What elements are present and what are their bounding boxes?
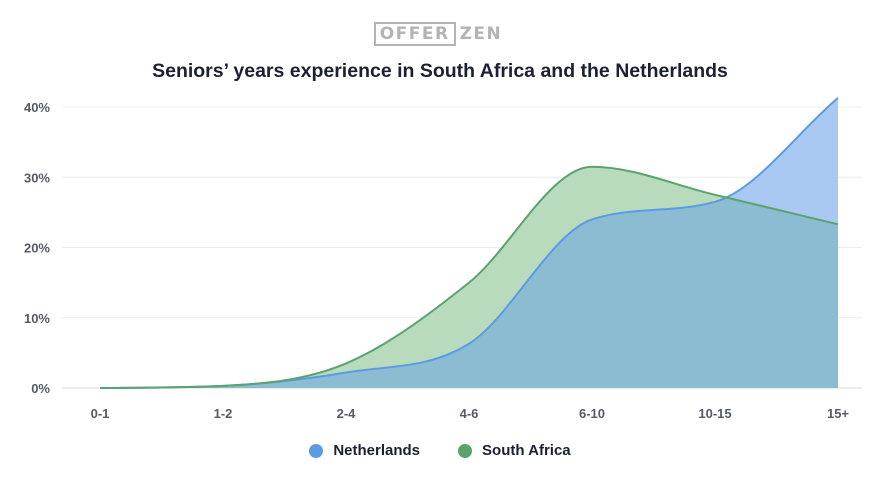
x-tick-label: 4-6 bbox=[460, 406, 479, 421]
y-tick-label: 30% bbox=[24, 170, 50, 185]
x-tick-label: 2-4 bbox=[337, 406, 357, 421]
x-tick-label: 1-2 bbox=[214, 406, 233, 421]
y-tick-label: 40% bbox=[24, 100, 50, 115]
logo-text-zen: ZEN bbox=[459, 24, 503, 44]
legend-label-south-africa: South Africa bbox=[482, 442, 571, 459]
y-tick-label: 20% bbox=[24, 241, 50, 256]
legend-label-netherlands: Netherlands bbox=[333, 442, 421, 459]
legend-item-netherlands[interactable]: Netherlands bbox=[309, 442, 420, 459]
offerzen-logo: OFFER ZEN bbox=[0, 22, 880, 46]
logo-text-offer: OFFER bbox=[373, 22, 456, 46]
x-tick-label: 10-15 bbox=[698, 406, 731, 421]
x-tick-label: 6-10 bbox=[579, 406, 605, 421]
south-africa-legend-dot bbox=[458, 443, 473, 458]
legend: Netherlands South Africa bbox=[0, 442, 880, 459]
south-africa-line bbox=[99, 165, 839, 389]
x-tick-label: 0-1 bbox=[91, 406, 110, 421]
x-tick-label: 15+ bbox=[827, 406, 849, 421]
x-axis-ticks: 0-1 1-2 2-4 4-6 6-10 10-15 15+ bbox=[91, 406, 850, 421]
netherlands-legend-dot bbox=[309, 443, 324, 458]
y-tick-label: 0% bbox=[31, 381, 50, 396]
chart-title: Seniors’ years experience in South Afric… bbox=[152, 60, 728, 82]
y-axis-ticks: 0% 10% 20% 30% 40% bbox=[24, 100, 50, 396]
overlap-area bbox=[100, 166, 838, 388]
y-tick-label: 10% bbox=[24, 311, 50, 326]
legend-item-south-africa[interactable]: South Africa bbox=[458, 442, 571, 459]
